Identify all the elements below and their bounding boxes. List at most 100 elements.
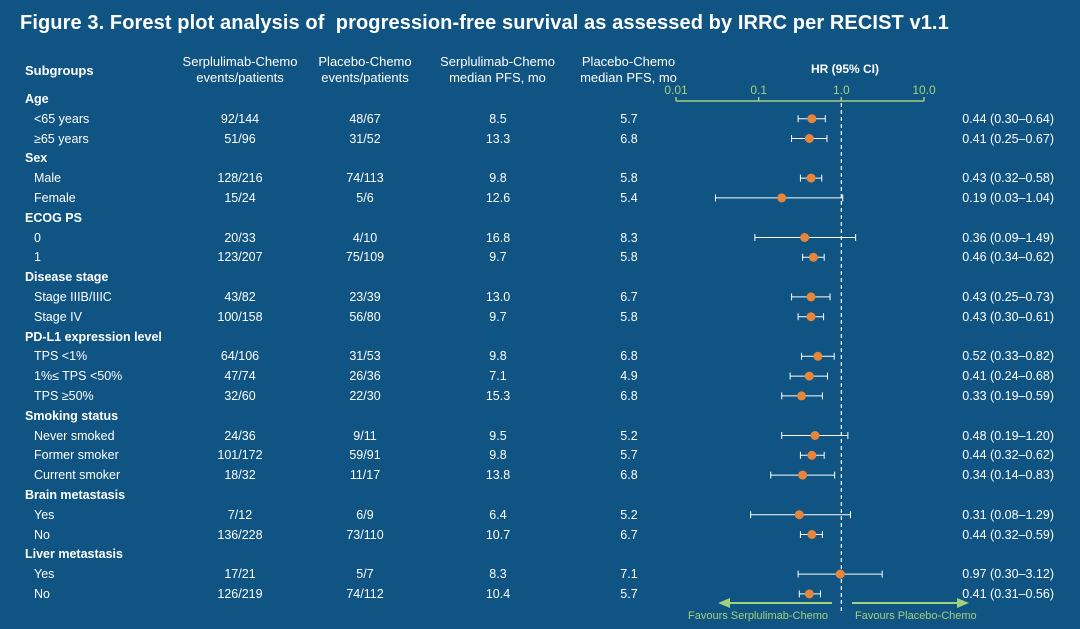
cell-c2: 31/52 (349, 131, 381, 146)
hr-point (813, 351, 823, 361)
group-label: Brain metastasis (25, 488, 126, 502)
cell-c3: 9.8 (489, 349, 507, 364)
group-label: PD-L1 expression level (25, 329, 162, 344)
cell-c3: 9.7 (489, 250, 507, 265)
hr-point (806, 292, 816, 302)
cell-c2: 73/110 (346, 527, 384, 542)
hr-point (835, 569, 845, 579)
cell-c2: 74/113 (346, 171, 384, 186)
cell-c4: 6.7 (620, 290, 638, 304)
cell-c3: 12.6 (485, 191, 511, 205)
subgroups-header: Subgroups (25, 63, 94, 78)
subgroup-label: TPS ≥50% (34, 389, 94, 403)
cell-c2: 5/6 (356, 191, 374, 205)
cell-c2: 26/36 (349, 369, 381, 384)
cell-c4: 6.8 (620, 468, 638, 483)
cell-c3: 9.8 (489, 448, 507, 463)
cell-c4: 5.8 (620, 250, 638, 265)
group-label: Age (25, 92, 49, 106)
cell-c2: 4/10 (352, 230, 378, 245)
subgroup-row: 1 123/207 75/109 9.7 5.8 0.46 (0.34–0.62) (0, 248, 1080, 267)
subgroup-label: 0 (34, 230, 41, 245)
cell-c4: 7.1 (620, 567, 638, 582)
cell-c4: 8.3 (620, 230, 638, 245)
cell-c3: 13.3 (485, 131, 511, 146)
subgroup-row: Male 128/216 74/113 9.8 5.8 0.43 (0.32–0.58) (0, 169, 1080, 188)
hr-ci-value: 0.46 (0.34–0.62) (962, 250, 1054, 265)
subgroup-label: Yes (34, 507, 55, 522)
subgroup-row: ≥65 years 51/96 31/52 13.3 6.8 0.41 (0.25–0.6… (0, 130, 1080, 149)
cell-c3: 9.5 (489, 428, 507, 443)
hr-ci-value: 0.43 (0.32–0.58) (962, 171, 1054, 186)
col2-header-line1: Placebo-Chemo (318, 54, 412, 69)
cell-c4: 5.2 (620, 428, 638, 443)
hr-point (804, 371, 814, 381)
cell-c1: 32/60 (224, 389, 256, 403)
cell-c1: 15/24 (224, 191, 256, 205)
hr-ci-value: 0.31 (0.08–1.29) (962, 507, 1054, 522)
cell-c2: 59/91 (349, 448, 381, 463)
subgroup-row: Stage IV 100/158 56/80 9.7 5.8 0.43 (0.30–0.6… (0, 308, 1080, 327)
hr-point (804, 134, 814, 143)
x-axis-tick-label: 0.1 (750, 83, 767, 97)
cell-c4: 4.9 (620, 369, 638, 384)
subgroup-row: Yes 17/21 5/7 8.3 7.1 0.97 (0.30–3.12) (0, 565, 1080, 584)
subgroup-row: Current smoker 18/32 11/17 13.8 6.8 0.34 (0.1… (0, 466, 1080, 485)
cell-c1: 136/228 (217, 527, 263, 542)
group-row: Age (0, 90, 1080, 109)
cell-c2: 11/17 (349, 468, 381, 483)
cell-c4: 5.8 (620, 309, 638, 324)
col1-header-line2: events/patients (196, 70, 284, 85)
group-label: ECOG PS (25, 210, 82, 225)
x-axis-tick-label: 1.0 (833, 83, 850, 97)
hr-ci-value: 0.48 (0.19–1.20) (962, 428, 1054, 443)
subgroup-label: Stage IV (34, 309, 82, 324)
col3-header: Serplulimab-Chemo median PFS, mo (430, 54, 565, 86)
cell-c2: 56/80 (349, 309, 381, 324)
cell-c1: 20/33 (224, 230, 256, 245)
subgroup-row: No 136/228 73/110 10.7 6.7 0.44 (0.32–0.59) (0, 526, 1080, 545)
cell-c4: 6.8 (620, 131, 638, 146)
hr-point (777, 193, 787, 203)
cell-c2: 6/9 (356, 507, 374, 522)
subgroup-label: Female (34, 191, 76, 205)
cell-c2: 5/7 (356, 567, 374, 582)
hr-ci-value: 0.41 (0.25–0.67) (962, 131, 1054, 146)
cell-c4: 5.7 (620, 111, 638, 126)
cell-c3: 16.8 (485, 230, 511, 245)
cell-c1: 24/36 (224, 428, 256, 443)
cell-c3: 8.3 (489, 567, 507, 582)
col3-header-line1: Serplulimab-Chemo (440, 54, 555, 69)
cell-c2: 75/109 (345, 250, 385, 265)
favours-right-arrowhead (957, 598, 969, 608)
hr-point (806, 173, 816, 183)
cell-c3: 10.7 (485, 527, 511, 542)
cell-c4: 6.8 (620, 349, 638, 364)
hr-ci-value: 0.52 (0.33–0.82) (962, 349, 1054, 364)
subgroup-label: Stage IIIB/IIIC (34, 290, 112, 304)
group-row: Brain metastasis (0, 486, 1080, 505)
subgroup-label: TPS <1% (34, 349, 88, 364)
x-axis-tick-label: 10.0 (912, 83, 936, 97)
cell-c1: 128/216 (217, 171, 263, 186)
hr-point (808, 252, 818, 262)
hr-point (797, 391, 807, 401)
hr-ci-value: 0.41 (0.31–0.56) (962, 587, 1054, 601)
group-row: PD-L1 expression level (0, 328, 1080, 347)
hr-ci-value: 0.44 (0.32–0.62) (962, 448, 1054, 463)
subgroup-row: Stage IIIB/IIIC 43/82 23/39 13.0 6.7 0.43 (0.… (0, 288, 1080, 307)
subgroup-row: <65 years 92/144 48/67 8.5 5.7 0.44 (0.30–0.6… (0, 110, 1080, 129)
hr-ci-value: 0.44 (0.30–0.64) (962, 111, 1054, 126)
cell-c4: 5.7 (620, 448, 638, 463)
cell-c2: 23/39 (349, 290, 381, 304)
subgroup-label: 1%≤ TPS <50% (34, 369, 123, 384)
cell-c1: 123/207 (217, 250, 263, 265)
subgroup-row: Never smoked 24/36 9/11 9.5 5.2 0.48 (0.19–1.… (0, 427, 1080, 446)
favours-right-label: Favours Placebo-Chemo (855, 610, 977, 622)
hr-ci-value: 0.34 (0.14–0.83) (962, 468, 1054, 483)
hr-point (807, 450, 817, 460)
col2-header: Placebo-Chemo events/patients (305, 54, 425, 86)
hr-ci-value: 0.33 (0.19–0.59) (962, 389, 1054, 403)
group-label: Disease stage (25, 270, 109, 285)
cell-c1: 51/96 (224, 131, 256, 146)
